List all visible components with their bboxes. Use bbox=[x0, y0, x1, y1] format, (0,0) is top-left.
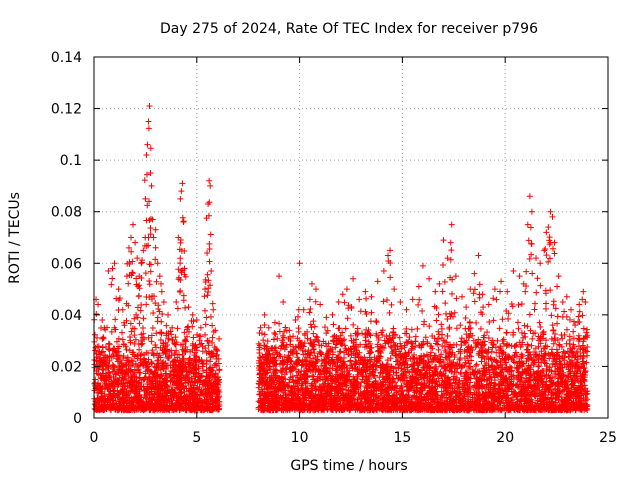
grid-lines bbox=[94, 57, 608, 418]
data-point bbox=[119, 336, 126, 343]
data-point bbox=[100, 365, 107, 372]
data-point bbox=[180, 356, 187, 363]
data-point bbox=[126, 333, 133, 340]
data-point bbox=[92, 376, 99, 383]
data-point bbox=[207, 379, 214, 386]
data-points bbox=[91, 102, 591, 414]
data-point bbox=[190, 334, 197, 341]
data-point bbox=[156, 352, 163, 359]
data-point bbox=[145, 334, 152, 341]
data-point bbox=[216, 335, 223, 342]
data-point bbox=[181, 337, 188, 344]
data-point bbox=[172, 334, 179, 341]
data-point bbox=[171, 340, 178, 347]
data-point bbox=[135, 366, 142, 373]
data-point bbox=[207, 358, 214, 365]
data-point bbox=[187, 355, 194, 362]
data-point bbox=[148, 338, 155, 345]
data-point bbox=[136, 346, 143, 353]
data-point bbox=[117, 389, 124, 396]
data-point bbox=[150, 352, 157, 359]
data-point bbox=[139, 340, 146, 347]
data-point bbox=[200, 367, 207, 374]
data-point bbox=[205, 348, 212, 355]
data-point bbox=[179, 351, 186, 358]
data-point bbox=[205, 342, 212, 349]
